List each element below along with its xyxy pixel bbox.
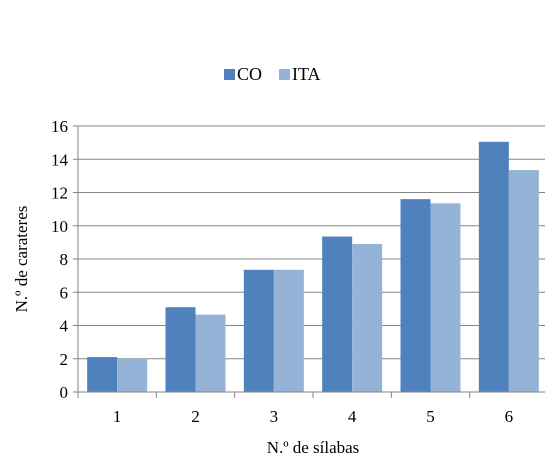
bar-co: [243, 269, 274, 392]
bar-co: [322, 236, 353, 392]
y-tick-label: 8: [60, 250, 69, 269]
legend-label-ita: ITA: [292, 64, 321, 84]
bar-co: [165, 307, 196, 392]
bar-ita: [117, 358, 148, 392]
bar-ita: [273, 269, 304, 392]
x-tick-label: 6: [505, 407, 514, 426]
x-tick-label: 2: [191, 407, 200, 426]
bars: [87, 141, 539, 392]
bar-ita: [508, 170, 539, 392]
x-tick-labels: 1 2 3 4 5 6: [113, 407, 513, 426]
y-tick-label: 4: [60, 317, 69, 336]
x-tick-label: 4: [348, 407, 357, 426]
y-tick-label: 6: [60, 283, 69, 302]
y-tick-labels: 0 2 4 6 8 10 12 14 16: [51, 117, 69, 402]
bar-ita: [352, 244, 383, 392]
bar-co: [478, 141, 509, 392]
y-tick-label: 10: [51, 217, 68, 236]
legend-label-co: CO: [237, 64, 262, 84]
legend-swatch-co: [224, 69, 235, 80]
x-tick-label: 3: [270, 407, 279, 426]
legend-swatch-ita: [279, 69, 290, 80]
gridlines: [78, 125, 545, 360]
x-axis-title: N.º de sílabas: [267, 438, 360, 457]
y-axis-title: N.º de carateres: [12, 206, 31, 313]
bar-ita: [430, 203, 461, 392]
y-tick-label: 16: [51, 117, 68, 136]
legend: CO ITA: [224, 64, 321, 84]
y-tick-label: 2: [60, 350, 69, 369]
y-tick-label: 0: [60, 383, 69, 402]
x-tick-label: 5: [426, 407, 435, 426]
bar-co: [400, 199, 431, 392]
y-tick-label: 12: [51, 184, 68, 203]
bar-ita: [195, 314, 226, 392]
x-tick-label: 1: [113, 407, 122, 426]
bar-co: [87, 357, 118, 392]
axes: [73, 125, 545, 398]
y-tick-label: 14: [51, 150, 69, 169]
